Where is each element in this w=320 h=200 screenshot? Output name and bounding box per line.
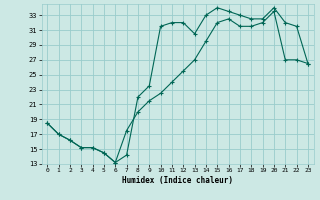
X-axis label: Humidex (Indice chaleur): Humidex (Indice chaleur)	[122, 176, 233, 185]
